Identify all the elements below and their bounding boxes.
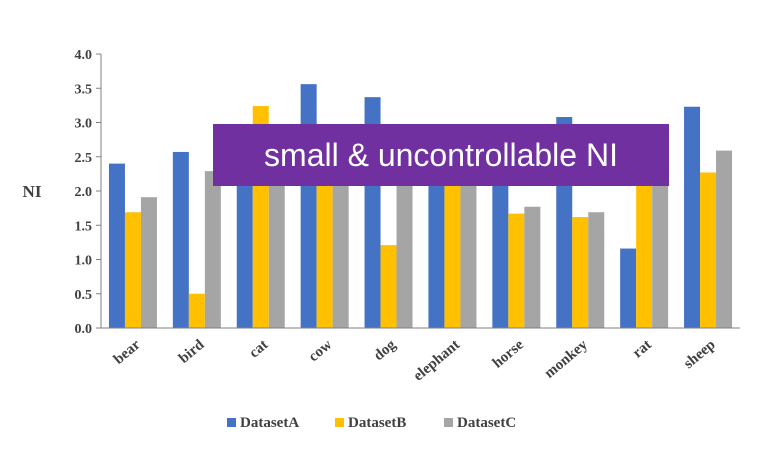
x-axis: bear bird cat cow dog elephant horse monkey rat s… <box>101 327 740 385</box>
bar-datasetb-cow <box>316 170 333 328</box>
legend: DatasetA DatasetB DatasetC <box>227 415 516 431</box>
legend-swatch-datasetb <box>335 418 344 427</box>
x-category-label: elephant <box>411 337 463 385</box>
y-tick-label: 4.0 <box>75 48 93 63</box>
bar-datasetb-dog <box>380 245 397 328</box>
y-tick-label: 2.5 <box>75 151 93 166</box>
x-category-label: rat <box>630 337 655 362</box>
bar-datasetb-bird <box>188 293 205 328</box>
bar-datasetc-rat <box>652 170 669 328</box>
bar-datasetc-bear <box>140 197 157 328</box>
bar-dataseta-bird <box>172 151 189 328</box>
bar-datasetb-monkey <box>572 217 589 328</box>
y-tick-label: 3.5 <box>75 82 93 97</box>
bar-datasetc-cow <box>332 170 349 328</box>
bar-datasetc-sheep <box>716 150 733 328</box>
legend-label-datasetb: DatasetB <box>348 415 406 431</box>
bar-dataseta-cat <box>236 170 253 328</box>
bar-datasetc-horse <box>524 206 541 328</box>
legend-swatch-datasetc <box>444 418 453 427</box>
y-tick-label: 1.0 <box>75 254 93 269</box>
bar-dataseta-elephant <box>428 170 445 328</box>
x-category-label: bird <box>176 336 208 366</box>
legend-swatch-dataseta <box>227 418 236 427</box>
legend-label-datasetc: DatasetC <box>457 415 516 431</box>
bar-dataseta-horse <box>492 170 509 328</box>
y-axis: 0.0 0.5 1.0 1.5 2.0 2.5 3.0 3.5 4.0 <box>75 48 102 337</box>
bar-datasetb-bear <box>124 212 141 328</box>
x-category-label: horse <box>490 337 527 372</box>
y-tick-label: 2.0 <box>75 185 93 200</box>
bar-datasetb-elephant <box>444 170 461 328</box>
annotation-box: small & uncontrollable NI <box>213 124 669 186</box>
x-category-label: dog <box>371 336 400 364</box>
y-tick-label: 0.0 <box>75 322 93 337</box>
x-category-label: cat <box>246 337 271 362</box>
legend-label-dataseta: DatasetA <box>240 415 299 431</box>
bar-dataseta-sheep <box>684 106 701 329</box>
bar-datasetb-sheep <box>700 172 717 328</box>
annotation-text: small & uncontrollable NI <box>264 136 618 173</box>
bar-datasetb-horse <box>508 213 525 328</box>
bar-datasetc-cat <box>268 170 285 328</box>
bars <box>108 84 733 329</box>
bar-datasetc-bird <box>204 171 221 328</box>
y-tick-label: 0.5 <box>75 288 93 303</box>
bar-dataseta-cow <box>300 84 317 328</box>
y-tick-label: 3.0 <box>75 117 93 132</box>
bar-datasetc-monkey <box>588 212 605 328</box>
bar-datasetb-rat <box>636 170 653 328</box>
bar-dataseta-rat <box>620 248 637 328</box>
y-tick-label: 1.5 <box>75 219 93 234</box>
bar-datasetc-dog <box>396 170 413 328</box>
y-axis-title: NI <box>23 182 42 201</box>
x-category-label: monkey <box>542 336 592 381</box>
bar-datasetc-elephant <box>460 170 477 328</box>
x-category-label: sheep <box>681 337 719 372</box>
x-category-label: bear <box>111 337 144 368</box>
x-category-label: cow <box>306 337 336 365</box>
bar-dataseta-bear <box>108 163 125 328</box>
